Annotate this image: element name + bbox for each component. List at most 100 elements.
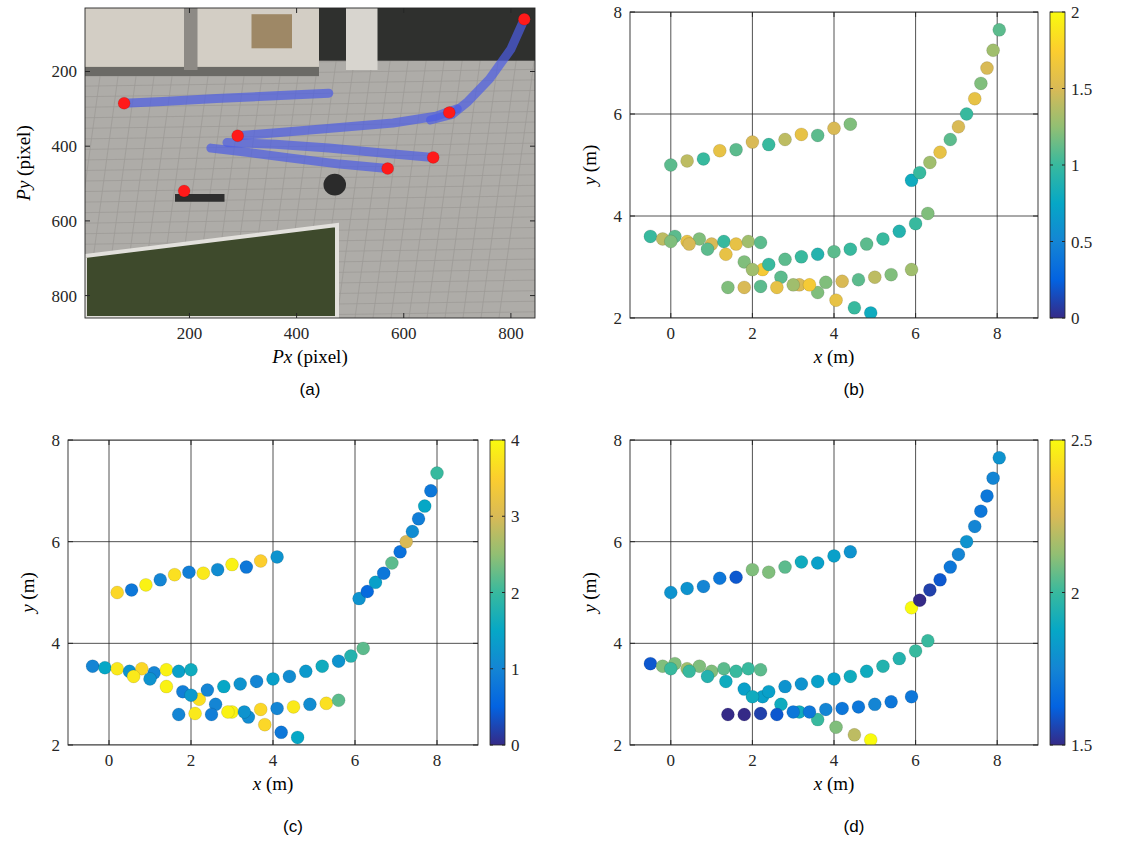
tick-mark xyxy=(191,440,192,445)
data-point xyxy=(742,235,755,248)
colorbar-label: 2 xyxy=(1071,584,1080,603)
tick-mark xyxy=(630,318,635,319)
colorbar-tick xyxy=(1050,241,1053,242)
tick-mark xyxy=(915,440,916,445)
data-point xyxy=(172,665,185,678)
data-point xyxy=(754,707,767,720)
grid-line xyxy=(437,440,438,745)
data-point xyxy=(893,652,906,665)
trajectory xyxy=(431,19,525,120)
data-point xyxy=(762,566,775,579)
tick-mark xyxy=(997,313,998,318)
data-point xyxy=(860,238,873,251)
colorbar xyxy=(1050,440,1065,745)
plot-background xyxy=(630,440,1038,745)
colorbar-tick xyxy=(490,440,493,441)
data-point xyxy=(730,143,743,156)
data-point xyxy=(762,258,775,271)
data-point xyxy=(382,163,394,175)
data-point xyxy=(238,705,251,718)
axis-title-unit: (m) xyxy=(261,773,293,795)
data-point xyxy=(644,657,657,670)
tick-mark xyxy=(85,146,90,147)
tick-mark xyxy=(191,740,192,745)
axis-title-unit: (m) xyxy=(17,572,39,604)
tick-label: 8 xyxy=(993,751,1002,770)
photo-tile xyxy=(373,55,409,319)
data-point xyxy=(697,152,710,165)
data-point xyxy=(160,663,173,676)
data-point xyxy=(98,661,111,674)
data-point xyxy=(250,675,263,688)
data-point xyxy=(681,582,694,595)
data-point xyxy=(217,680,230,693)
data-point xyxy=(795,678,808,691)
data-point xyxy=(913,166,926,179)
data-point xyxy=(197,567,210,580)
axis-title: Px (pixel) xyxy=(271,346,347,368)
tick-mark xyxy=(109,740,110,745)
data-point xyxy=(987,44,1000,57)
data-point xyxy=(754,236,767,249)
data-point xyxy=(287,700,300,713)
data-point xyxy=(717,235,730,248)
photo-tile xyxy=(85,196,535,202)
data-point xyxy=(427,151,439,163)
data-point xyxy=(923,583,936,596)
data-point xyxy=(746,690,759,703)
data-point xyxy=(852,273,865,286)
data-point xyxy=(730,238,743,251)
photo-tile xyxy=(409,55,445,319)
axis-title-unit: (pixel) xyxy=(292,346,347,368)
data-point xyxy=(344,650,357,663)
photo-tile xyxy=(85,185,535,191)
tick-label: 8 xyxy=(993,324,1002,343)
data-point xyxy=(701,243,714,256)
data-point xyxy=(125,583,138,596)
tick-mark xyxy=(670,440,671,445)
data-point xyxy=(431,467,444,480)
tick-mark xyxy=(109,440,110,445)
photo-building xyxy=(85,8,319,76)
tick-mark xyxy=(1033,541,1038,542)
tick-label: 200 xyxy=(177,324,203,343)
tick-label: 6 xyxy=(52,533,61,552)
data-point xyxy=(697,580,710,593)
data-point xyxy=(275,726,288,739)
colorbar-tick xyxy=(1062,318,1065,319)
tick-mark xyxy=(997,440,998,445)
data-point xyxy=(754,280,767,293)
data-point xyxy=(811,557,824,570)
data-point xyxy=(443,107,455,119)
colorbar-tick xyxy=(1050,745,1053,746)
data-point xyxy=(754,663,767,676)
tick-mark xyxy=(1033,440,1038,441)
plot-area xyxy=(68,440,478,745)
data-point xyxy=(795,250,808,263)
tick-mark xyxy=(630,114,635,115)
axis-title: y (m) xyxy=(17,572,39,615)
data-point xyxy=(234,678,247,691)
data-point xyxy=(160,680,173,693)
colorbar-tick xyxy=(1062,88,1065,89)
tick-mark xyxy=(473,541,478,542)
data-point xyxy=(232,130,244,142)
colorbar-tick xyxy=(502,668,505,669)
data-point xyxy=(848,301,861,314)
data-point xyxy=(111,586,124,599)
data-point xyxy=(860,665,873,678)
colorbar-label: 0 xyxy=(1071,309,1080,328)
data-point xyxy=(185,689,198,702)
tick-mark xyxy=(1033,643,1038,644)
tick-mark xyxy=(834,313,835,318)
tick-label: 4 xyxy=(614,634,623,653)
data-point xyxy=(182,566,195,579)
tick-label: 2 xyxy=(52,736,61,755)
tick-mark xyxy=(1033,114,1038,115)
panel-label: (b) xyxy=(844,380,865,399)
tick-mark xyxy=(85,220,90,221)
data-point xyxy=(864,733,877,745)
axis-title-symbol: Py xyxy=(13,180,34,202)
data-point xyxy=(811,675,824,688)
tick-mark xyxy=(670,12,671,17)
